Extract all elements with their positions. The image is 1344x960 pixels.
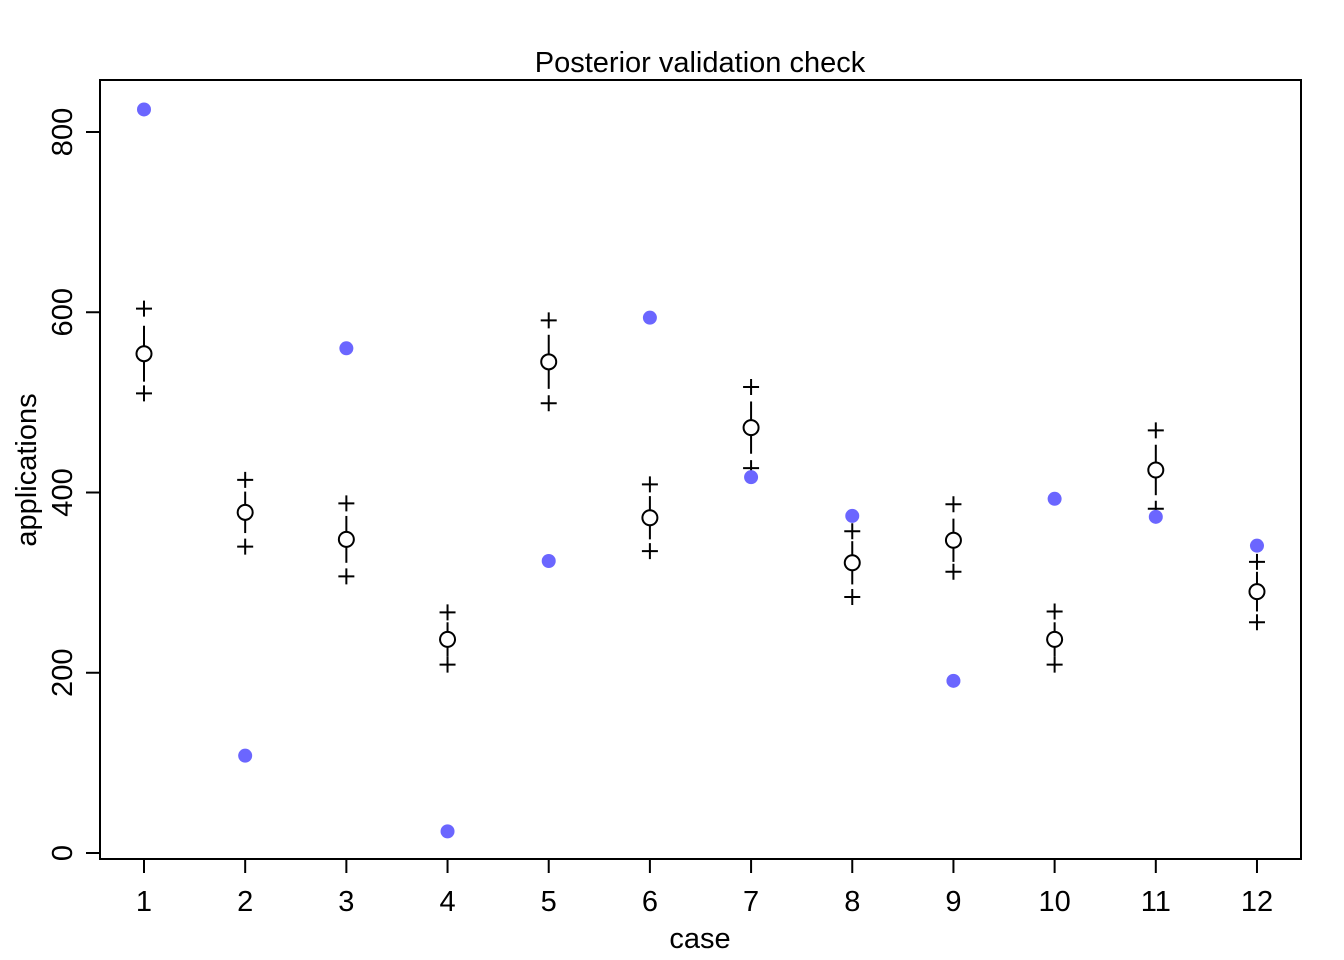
y-tick-label: 0 bbox=[47, 845, 79, 861]
observed-point bbox=[744, 470, 759, 485]
observed-point bbox=[339, 341, 354, 356]
x-tick-label: 8 bbox=[844, 886, 860, 918]
prediction-upper-plus bbox=[1248, 553, 1265, 570]
prediction-upper-plus bbox=[540, 312, 557, 329]
x-tick-label: 6 bbox=[642, 886, 658, 918]
posterior-mean-point bbox=[742, 419, 760, 437]
prediction-lower-plus bbox=[1046, 656, 1063, 673]
prediction-upper-plus bbox=[945, 496, 962, 513]
x-tick-label: 9 bbox=[945, 886, 961, 918]
prediction-lower-plus bbox=[439, 656, 456, 673]
prediction-lower-plus bbox=[844, 589, 861, 606]
prediction-lower-plus bbox=[540, 395, 557, 412]
observed-point bbox=[1249, 538, 1264, 553]
x-tick-label: 12 bbox=[1241, 886, 1273, 918]
prediction-upper-plus bbox=[136, 300, 152, 317]
observed-point bbox=[541, 553, 556, 568]
chart-title: Posterior validation check bbox=[535, 47, 866, 79]
posterior-mean-point bbox=[641, 509, 659, 527]
x-tick-label: 10 bbox=[1038, 886, 1070, 918]
x-tick-label: 11 bbox=[1141, 886, 1171, 918]
x-tick-label: 3 bbox=[338, 886, 354, 918]
observed-point bbox=[137, 102, 151, 117]
observed-point bbox=[238, 748, 253, 763]
posterior-mean-point bbox=[1046, 630, 1064, 648]
prediction-upper-plus bbox=[844, 523, 861, 540]
posterior-mean-point bbox=[1147, 461, 1165, 479]
prediction-upper-plus bbox=[641, 476, 658, 493]
x-tick-label: 1 bbox=[136, 886, 152, 918]
posterior-mean-point bbox=[1248, 583, 1266, 601]
prediction-upper-plus bbox=[338, 495, 355, 512]
prediction-upper-plus bbox=[439, 604, 456, 621]
x-tick-label: 2 bbox=[237, 886, 253, 918]
posterior-mean-point bbox=[439, 630, 457, 648]
posterior-mean-point bbox=[540, 353, 558, 371]
prediction-lower-plus bbox=[1248, 614, 1265, 631]
observed-point bbox=[1148, 509, 1163, 524]
x-axis-label: case bbox=[669, 923, 730, 955]
y-tick-label: 800 bbox=[47, 108, 79, 156]
y-tick-label: 200 bbox=[47, 649, 79, 697]
y-tick-label: 400 bbox=[47, 468, 79, 516]
observed-point bbox=[946, 673, 961, 688]
prediction-upper-plus bbox=[237, 471, 254, 488]
posterior-mean-point bbox=[843, 554, 861, 572]
prediction-lower-plus bbox=[338, 568, 355, 585]
y-axis-label: applications bbox=[11, 393, 43, 546]
x-tick-label: 5 bbox=[541, 886, 557, 918]
prediction-lower-plus bbox=[945, 563, 962, 580]
prediction-upper-plus bbox=[1046, 603, 1063, 620]
posterior-mean-point bbox=[944, 531, 962, 549]
x-tick-label: 7 bbox=[743, 886, 759, 918]
prediction-upper-plus bbox=[743, 379, 760, 396]
observed-point bbox=[440, 824, 455, 839]
plot-frame bbox=[99, 79, 1302, 860]
y-tick-label: 600 bbox=[47, 288, 79, 336]
observed-point bbox=[642, 310, 657, 325]
observed-point bbox=[845, 508, 860, 523]
posterior-mean-point bbox=[135, 345, 153, 363]
posterior-mean-point bbox=[337, 530, 355, 548]
x-tick-label: 4 bbox=[439, 886, 455, 918]
prediction-lower-plus bbox=[136, 385, 152, 402]
posterior-mean-point bbox=[236, 503, 254, 521]
prediction-lower-plus bbox=[237, 538, 254, 555]
observed-point bbox=[1047, 491, 1062, 506]
prediction-upper-plus bbox=[1147, 422, 1164, 439]
prediction-lower-plus bbox=[641, 543, 658, 560]
